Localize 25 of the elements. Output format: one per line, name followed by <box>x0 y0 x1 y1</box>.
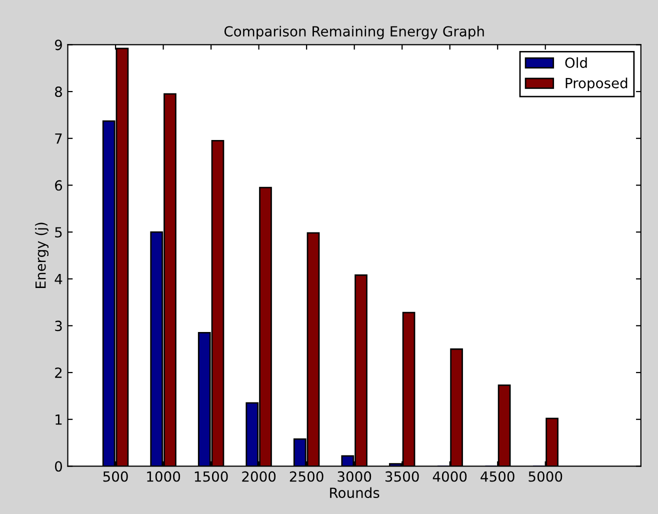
legend-label: Proposed <box>566 78 628 92</box>
x-tick-label: 5000 <box>528 471 562 482</box>
x-tick-label: 3000 <box>338 471 372 482</box>
y-tick-label: 0 <box>54 461 62 472</box>
x-tick-label: 1000 <box>147 471 180 482</box>
x-tick-label: 4500 <box>480 471 514 482</box>
x-tick-label: 500 <box>103 471 128 482</box>
legend-label: Old <box>565 57 587 68</box>
chart-title: Comparison Remaining Energy Graph <box>224 26 484 40</box>
y-tick-label: 7 <box>55 134 62 144</box>
y-axis-title: Energy (j) <box>35 222 49 288</box>
y-tick-label: 2 <box>55 368 62 378</box>
y-tick-label: 3 <box>55 320 62 332</box>
x-tick-label: 3500 <box>385 471 419 482</box>
x-tick-label: 4000 <box>432 471 467 482</box>
y-tick-label: 6 <box>55 180 62 191</box>
y-tick-label: 1 <box>56 414 62 425</box>
x-axis-title: Rounds <box>330 487 380 498</box>
y-tick-label: 5 <box>55 227 62 238</box>
y-tick-label: 4 <box>54 274 62 284</box>
x-tick-label: 1500 <box>194 471 228 482</box>
y-tick-label: 8 <box>55 86 62 98</box>
x-tick-label: 2000 <box>242 471 276 482</box>
y-tick-label: 9 <box>54 40 62 50</box>
x-tick-label: 2500 <box>290 471 324 482</box>
